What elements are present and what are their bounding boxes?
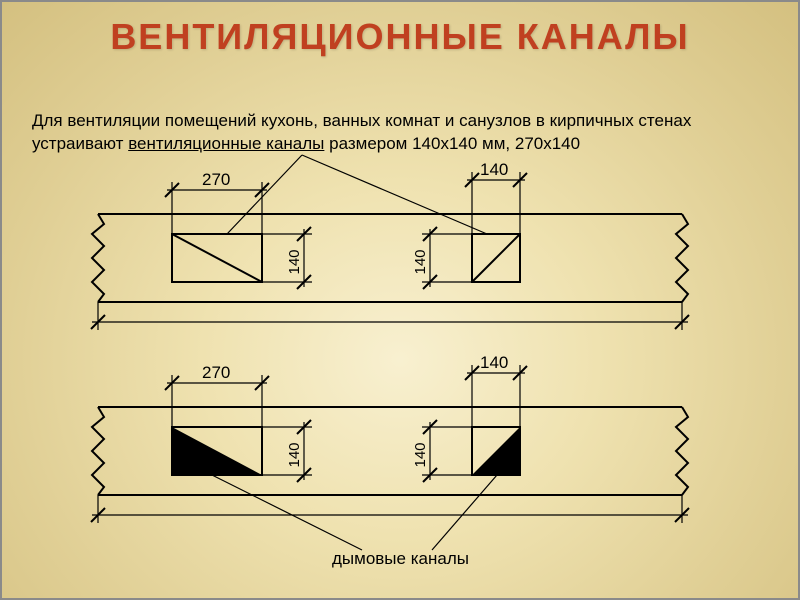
dim-140-v4: 140 [412, 442, 429, 467]
dim-140-v1: 140 [286, 249, 303, 274]
smoke-ducts-caption: дымовые каналы [332, 549, 469, 568]
dim-140-bot-r: 140 [480, 353, 508, 372]
dim-140-v3: 140 [286, 442, 303, 467]
slide-page: ВЕНТИЛЯЦИОННЫЕ КАНАЛЫ Для вентиляции пом… [0, 0, 800, 600]
dim-270-top: 270 [202, 170, 230, 189]
dim-270-bot: 270 [202, 363, 230, 382]
diagram-svg: 270 140 140 140 [2, 2, 800, 600]
dim-140-v2: 140 [412, 249, 429, 274]
dim-140-top-r: 140 [480, 160, 508, 179]
